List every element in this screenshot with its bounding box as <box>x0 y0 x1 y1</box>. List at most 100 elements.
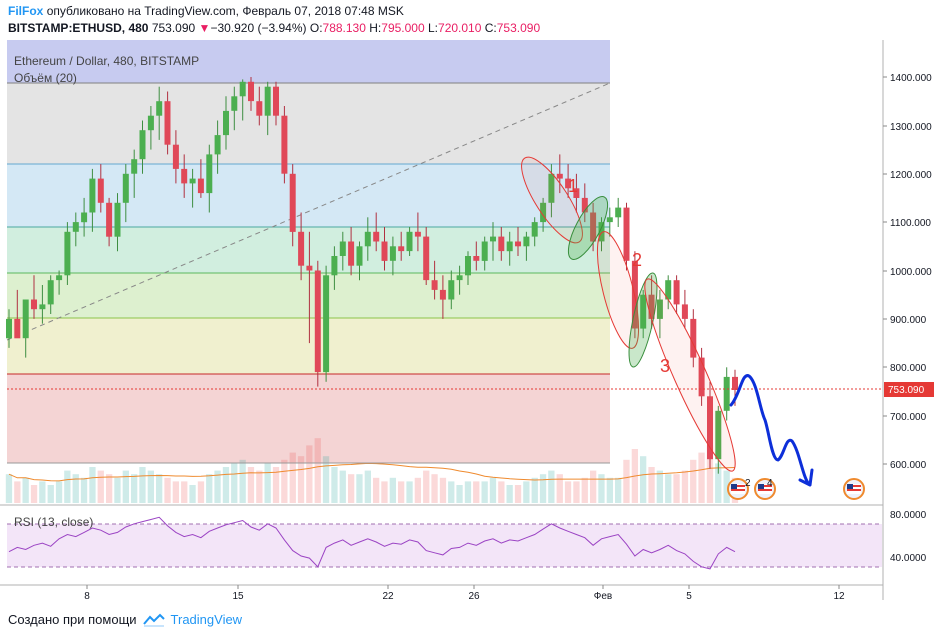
volume-bars <box>5 438 739 503</box>
volume-bar <box>339 470 346 503</box>
volume-bar <box>723 470 730 503</box>
volume-bar <box>690 459 697 503</box>
volume-bar <box>456 485 463 503</box>
candle-body <box>181 168 188 184</box>
candle-body <box>523 236 530 247</box>
trend-line <box>6 82 611 341</box>
volume-bar <box>414 477 421 503</box>
volume-bar <box>706 445 714 503</box>
low-label: L: <box>428 21 439 35</box>
volume-bar <box>681 470 689 503</box>
candle-body <box>47 280 54 305</box>
volume-bar <box>5 474 13 503</box>
price-axis[interactable]: 1400.000 1300.000 1200.000 1100.000 1000… <box>882 40 934 600</box>
candle-body <box>122 173 129 203</box>
volume-bar <box>172 481 179 503</box>
volume-bar <box>665 474 672 503</box>
close-label: C: <box>484 21 497 35</box>
volume-bar <box>698 452 705 503</box>
event-count-1: 2 <box>745 478 751 489</box>
volume-bar <box>72 474 79 503</box>
time-tick: 22 <box>382 591 394 602</box>
candle-body <box>331 256 338 276</box>
candle-body <box>556 173 563 179</box>
price-tick: 1100.000 <box>890 218 931 229</box>
candle-body <box>606 217 613 223</box>
candle-body <box>465 256 471 276</box>
author-name[interactable]: FilFox <box>8 4 44 18</box>
volume-bar <box>464 481 472 503</box>
tradingview-link[interactable]: TradingView <box>170 612 243 627</box>
volume-bar <box>564 481 572 503</box>
candle-body <box>414 231 421 237</box>
candle-body <box>481 241 488 261</box>
volume-bar <box>181 481 188 503</box>
candle-body <box>373 231 380 242</box>
time-axis[interactable]: 8 15 22 26 Фев 5 12 <box>84 585 845 602</box>
candle-body <box>540 202 547 223</box>
candle-body <box>715 410 722 460</box>
candle-body <box>64 231 71 276</box>
candle-body <box>147 115 154 131</box>
volume-bar <box>581 477 588 503</box>
volume-bar <box>514 485 522 503</box>
price-tick: 1200.000 <box>890 170 932 181</box>
open-label: O: <box>309 21 323 35</box>
volume-bar <box>106 474 113 503</box>
candle-body <box>239 81 246 97</box>
candle-body <box>289 173 296 232</box>
time-tick: 5 <box>686 591 692 602</box>
volume-bar <box>47 485 54 503</box>
candle-body <box>448 280 455 300</box>
down-arrow-icon: ▼ <box>198 21 211 35</box>
volume-bar <box>381 481 388 503</box>
rsi-tick: 80.0000 <box>890 510 927 521</box>
candle-body <box>106 202 113 237</box>
candle-body <box>490 236 496 242</box>
volume-bar <box>247 467 255 503</box>
volume-bar <box>97 470 104 503</box>
current-price-label: 753.090 <box>888 385 925 396</box>
price-tick: 600.000 <box>890 460 927 471</box>
volume-bar <box>673 474 680 503</box>
volume-bar <box>623 459 630 503</box>
volume-bar <box>281 459 288 503</box>
volume-bar <box>364 470 371 503</box>
wave1-correction-ellipse <box>567 196 609 260</box>
candle-body <box>273 86 279 116</box>
candle-body <box>281 115 288 174</box>
volume-bar <box>498 481 505 503</box>
candle-body <box>197 178 204 194</box>
created-with-text: Создано при помощи <box>8 612 137 627</box>
volume-bar <box>80 477 88 503</box>
volume-bar <box>114 477 121 503</box>
volume-bar <box>297 456 305 503</box>
candle-body <box>189 178 196 184</box>
candle-body <box>72 222 79 232</box>
volume-bar <box>314 438 321 503</box>
ohlc-header: BITSTAMP:ETHUSD, 480 753.090 ▼−30.920 (−… <box>8 21 540 35</box>
time-tick: 26 <box>468 591 480 602</box>
volume-bar <box>30 485 38 503</box>
volume-bar <box>590 470 597 503</box>
rsi-tick: 40.0000 <box>890 553 927 564</box>
wave3-label: 3 <box>660 356 670 376</box>
event-count-2: 4 <box>767 478 773 489</box>
event-markers[interactable]: 2 4 <box>727 478 865 500</box>
volume-bar <box>348 474 355 503</box>
wave3-ellipse <box>644 278 736 472</box>
rsi-label: RSI (13, close) <box>14 515 93 529</box>
candle-body <box>498 236 505 252</box>
candle-body <box>398 246 405 252</box>
wave2-label: 2 <box>632 250 642 270</box>
volume-bar <box>531 477 538 503</box>
volume-bar <box>406 481 413 503</box>
footer: Создано при помощи TradingView <box>8 612 242 627</box>
volume-bar <box>289 452 296 503</box>
candle-body <box>573 188 580 198</box>
candle-body <box>264 86 271 116</box>
candle-body <box>732 376 738 390</box>
time-tick: 15 <box>232 591 244 602</box>
volume-bar <box>398 481 405 503</box>
